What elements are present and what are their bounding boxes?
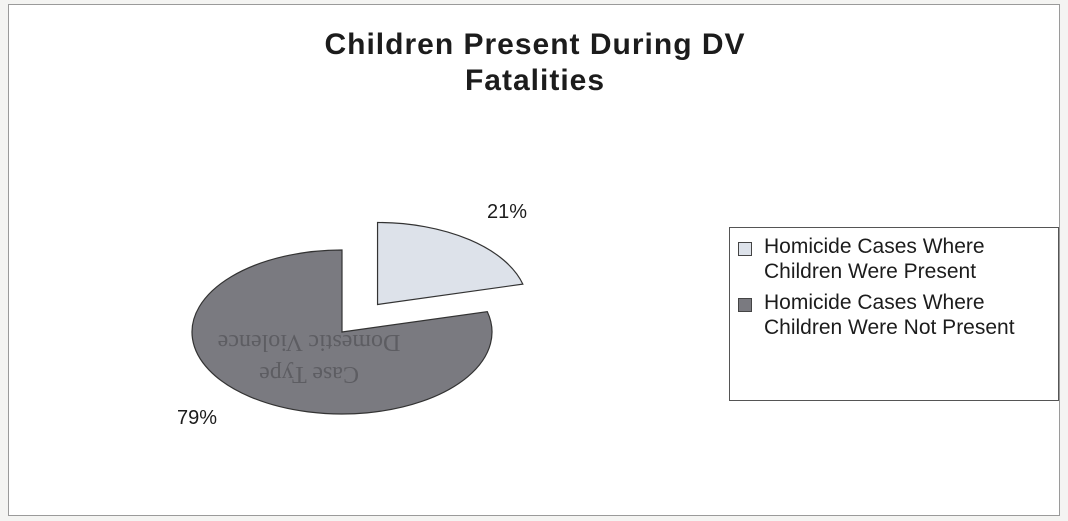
pie-slice-present [376, 221, 524, 306]
legend-label-not-present: Homicide Cases Where Children Were Not P… [764, 291, 1015, 339]
chart-frame: Children Present During DV Fatalities Do… [8, 4, 1060, 516]
data-label-not-present: 79% [177, 407, 218, 429]
chart-title: Children Present During DV Fatalities [324, 28, 746, 97]
legend-item-not-present: Homicide Cases Where Children Were Not P… [738, 290, 1050, 340]
pie-chart: Domestic Violence Case Type [191, 221, 524, 415]
legend-label-present: Homicide Cases Where Children Were Prese… [764, 235, 985, 283]
legend-swatch-present [738, 242, 752, 256]
pie-slice-not-present [191, 249, 493, 415]
data-label-present: 21% [487, 201, 528, 223]
legend-item-present: Homicide Cases Where Children Were Prese… [738, 234, 1050, 284]
background-text-line-1: Domestic Violence [218, 329, 401, 355]
legend-swatch-not-present [738, 298, 752, 312]
background-text-line-2: Case Type [259, 361, 359, 387]
legend: Homicide Cases Where Children Were Prese… [729, 227, 1059, 401]
